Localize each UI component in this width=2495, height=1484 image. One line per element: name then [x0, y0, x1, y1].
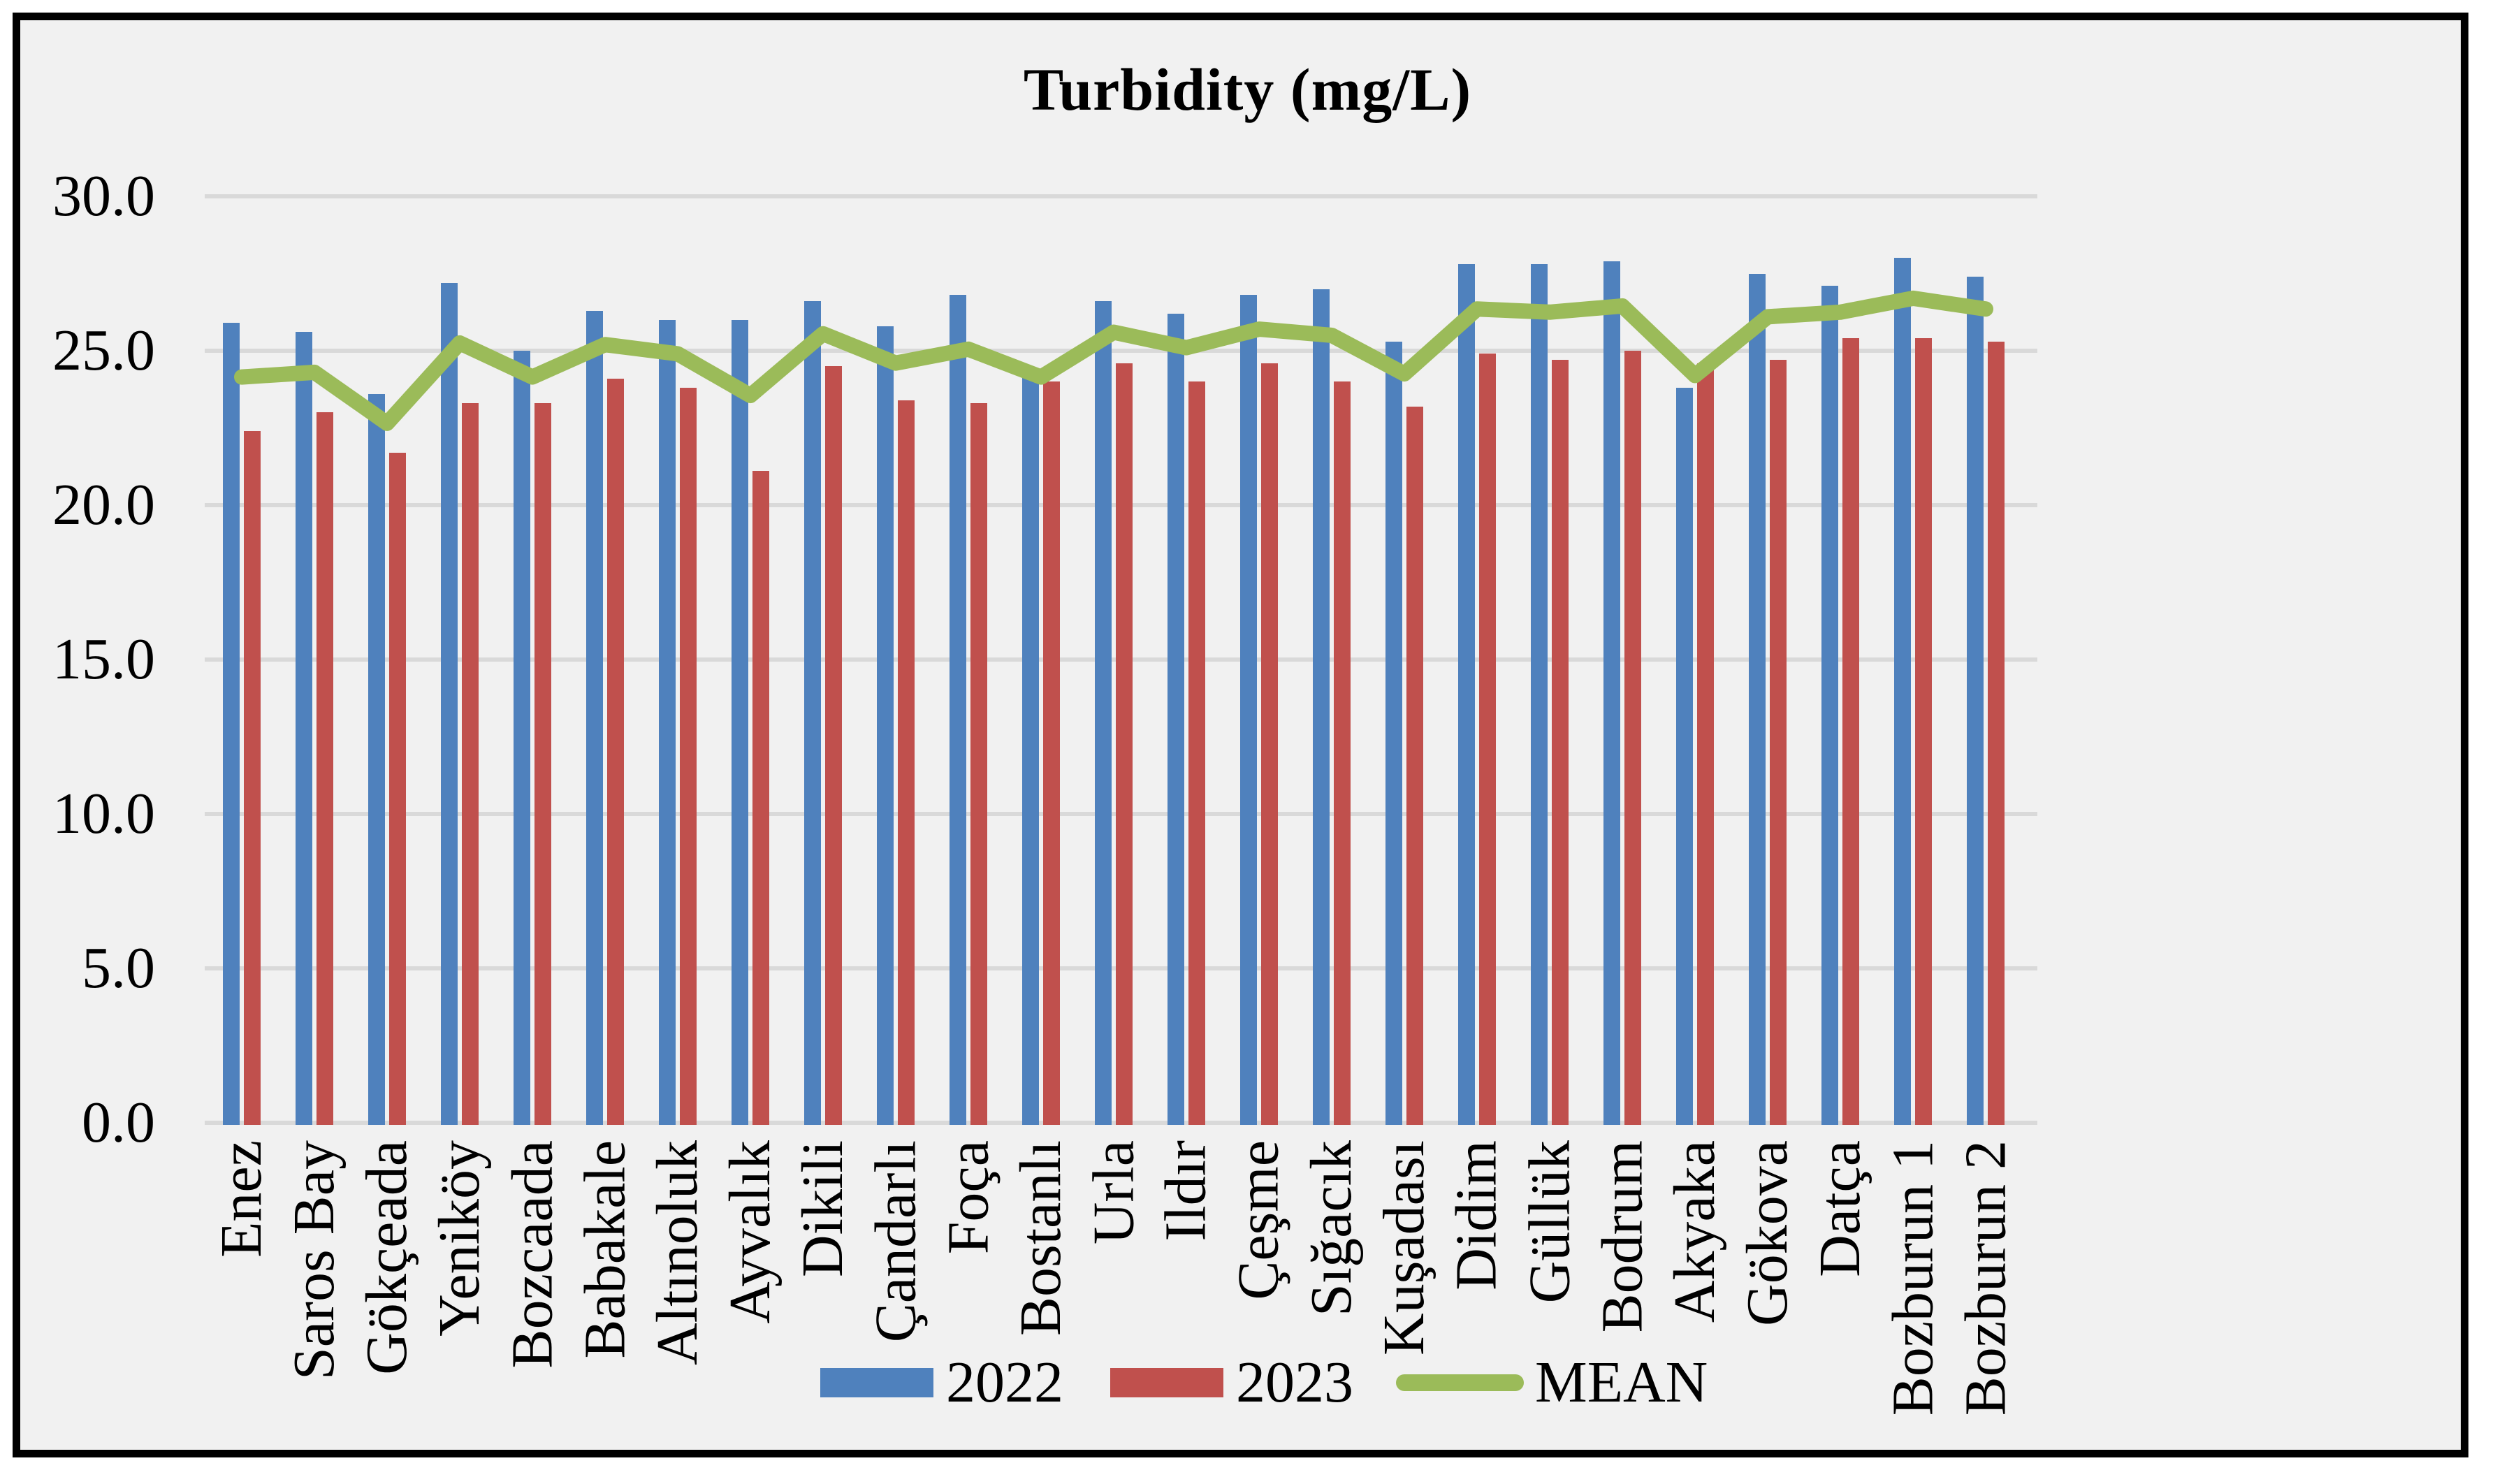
y-tick-label: 25.0 [52, 318, 155, 383]
bar-2023-1 [317, 412, 333, 1125]
x-label-17: Didim [1444, 1140, 1509, 1290]
bar-2022-4 [514, 351, 530, 1125]
bar-2023-15 [1334, 381, 1351, 1125]
bar-2023-3 [462, 403, 479, 1125]
bar-2022-17 [1458, 264, 1475, 1125]
bar-2023-22 [1842, 338, 1859, 1125]
x-label-2: Gökçeada [354, 1140, 419, 1375]
bar-2022-15 [1313, 289, 1330, 1125]
bar-2023-6 [680, 388, 697, 1125]
x-label-6: Altınoluk [645, 1140, 710, 1366]
legend-swatch-2022 [820, 1368, 933, 1397]
bar-2022-10 [950, 295, 966, 1125]
legend-label-mean: MEAN [1535, 1350, 1708, 1415]
x-label-5: Babakale [572, 1140, 637, 1359]
x-label-24: Bozburun 2 [1953, 1140, 2018, 1416]
bar-2023-23 [1915, 338, 1932, 1125]
x-label-8: Dikili [790, 1140, 855, 1278]
legend: 2022 2023 MEAN [820, 1353, 1708, 1412]
bar-2022-14 [1240, 295, 1257, 1125]
bar-2023-7 [752, 471, 769, 1125]
bar-2023-17 [1479, 354, 1496, 1125]
x-label-1: Saros Bay [282, 1140, 347, 1380]
x-label-18: Güllük [1517, 1140, 1582, 1304]
x-label-11: Bostanlı [1008, 1140, 1073, 1337]
bar-2023-10 [970, 403, 987, 1125]
bar-2023-8 [825, 366, 842, 1125]
y-tick-label: 30.0 [52, 163, 155, 228]
bar-2023-12 [1116, 363, 1133, 1125]
bar-2022-12 [1095, 301, 1112, 1125]
x-label-3: Yeniköy [427, 1140, 492, 1337]
bar-2022-22 [1821, 286, 1838, 1125]
bar-2022-16 [1385, 341, 1402, 1125]
x-label-0: Enez [209, 1140, 274, 1258]
legend-label-2022: 2022 [946, 1350, 1063, 1415]
y-tick-label: 0.0 [82, 1090, 155, 1155]
x-label-15: Sığacık [1299, 1140, 1364, 1316]
x-label-20: Akyaka [1662, 1140, 1727, 1323]
x-label-9: Çandarlı [863, 1140, 928, 1343]
bar-2022-18 [1531, 264, 1548, 1125]
bar-2023-9 [898, 400, 915, 1125]
bar-2023-4 [534, 403, 551, 1125]
y-tick-label: 10.0 [52, 781, 155, 846]
legend-swatch-mean [1396, 1374, 1524, 1391]
bar-2022-20 [1676, 388, 1693, 1125]
bar-2023-21 [1770, 360, 1787, 1125]
bar-2022-24 [1967, 276, 1984, 1125]
bar-2022-8 [804, 301, 821, 1125]
bar-2023-24 [1988, 341, 2005, 1125]
bar-2023-13 [1188, 381, 1205, 1125]
x-label-4: Bozcaada [500, 1140, 565, 1369]
bar-2023-20 [1697, 363, 1714, 1125]
x-label-23: Bozburun 1 [1880, 1140, 1945, 1416]
bar-2022-19 [1603, 261, 1620, 1125]
bar-2022-6 [659, 319, 676, 1125]
chart-title: Turbidity (mg/L) [1023, 56, 1472, 123]
bar-2023-5 [607, 378, 624, 1125]
x-label-7: Ayvalık [718, 1140, 783, 1324]
legend-swatch-2023 [1110, 1368, 1223, 1397]
bar-2022-7 [732, 319, 748, 1125]
bar-2023-11 [1043, 381, 1060, 1125]
bar-2022-0 [223, 323, 240, 1125]
bar-2022-2 [368, 393, 385, 1125]
x-label-10: Foça [936, 1140, 1001, 1255]
bar-2022-23 [1894, 258, 1911, 1125]
bar-2022-13 [1168, 313, 1184, 1125]
x-label-12: Urla [1081, 1140, 1146, 1245]
bar-2022-21 [1749, 273, 1766, 1125]
x-label-19: Bodrum [1590, 1140, 1654, 1333]
x-label-21: Gökova [1735, 1140, 1800, 1326]
x-label-13: Ildır [1154, 1140, 1219, 1242]
bar-2022-5 [586, 310, 603, 1125]
y-tick-label: 5.0 [82, 936, 155, 1001]
x-label-22: Datça [1807, 1140, 1872, 1277]
bar-2023-18 [1552, 360, 1569, 1125]
x-label-14: Çeşme [1226, 1140, 1291, 1300]
gridline-30 [205, 194, 2037, 198]
x-label-16: Kuşadası [1372, 1140, 1436, 1355]
bar-2023-0 [244, 430, 261, 1125]
bar-2022-3 [441, 282, 458, 1125]
bar-2023-2 [389, 452, 406, 1125]
bar-2022-11 [1022, 372, 1039, 1125]
bar-2022-9 [877, 326, 894, 1125]
y-tick-label: 15.0 [52, 627, 155, 692]
legend-label-2023: 2023 [1236, 1350, 1353, 1415]
bar-2023-14 [1261, 363, 1278, 1125]
bar-2023-19 [1624, 351, 1641, 1125]
y-tick-label: 20.0 [52, 472, 155, 537]
bar-2022-1 [296, 332, 312, 1125]
bar-2023-16 [1406, 406, 1423, 1125]
